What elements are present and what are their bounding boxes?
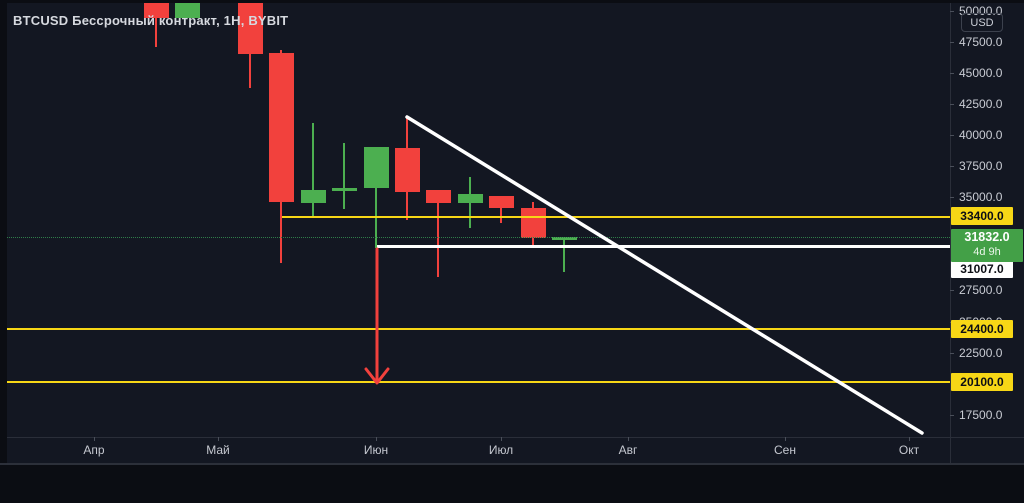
candle-bull xyxy=(301,190,326,203)
time-tick-mark xyxy=(909,437,910,441)
candle-bull xyxy=(175,3,200,18)
candle-wick xyxy=(312,123,314,218)
candle-bear xyxy=(521,208,546,238)
chart-bottom-edge xyxy=(0,463,1024,465)
price-tick-mark xyxy=(950,135,954,137)
candle-bear xyxy=(426,190,451,203)
price-tick-label: 22500.0 xyxy=(959,345,1003,360)
price-tick-mark xyxy=(950,166,954,168)
current-price-value: 31832.0 xyxy=(964,229,1010,244)
price-axis-border xyxy=(950,3,951,463)
price-tick-label: 42500.0 xyxy=(959,97,1003,112)
candle-bull xyxy=(364,147,389,188)
price-level-line[interactable] xyxy=(282,216,950,219)
candle-bear xyxy=(269,52,294,202)
time-tick-label: Май xyxy=(206,443,230,457)
price-axis[interactable]: 50000.0 47500.0 45000.0 42500.0 40000.0 37500… xyxy=(950,3,1024,437)
chart-panel xyxy=(7,3,1024,463)
price-tick-label: 37500.0 xyxy=(959,159,1003,174)
current-price-label: 31832.0 4d 9h xyxy=(951,228,1023,262)
time-axis[interactable]: Апр Май Июн Июл Авг Сен Окт xyxy=(7,437,1024,463)
candle-wick xyxy=(563,236,565,272)
time-tick-mark xyxy=(501,437,502,441)
price-level-label: 31007.0 xyxy=(951,259,1013,278)
candle-bear xyxy=(144,3,169,18)
candle-wick xyxy=(155,3,157,48)
candle-wick xyxy=(500,195,502,223)
time-tick-mark xyxy=(94,437,95,441)
price-tick-mark xyxy=(950,352,954,354)
price-tick-label: 17500.0 xyxy=(959,407,1003,422)
time-tick-label: Авг xyxy=(618,443,638,457)
currency-unit-button[interactable]: USD xyxy=(961,13,1003,32)
price-tick-mark xyxy=(950,104,954,106)
candle-bear xyxy=(395,148,420,192)
price-tick-label: 45000.0 xyxy=(959,66,1003,81)
price-tick-label: 27500.0 xyxy=(959,283,1003,298)
price-level-line[interactable] xyxy=(7,381,950,384)
time-tick-mark xyxy=(628,437,629,441)
bar-countdown: 4d 9h xyxy=(973,245,1001,258)
candle-bear xyxy=(489,195,514,208)
price-tick-label: 40000.0 xyxy=(959,128,1003,143)
time-tick-label: Сен xyxy=(774,443,796,457)
candle-wick xyxy=(375,147,377,248)
time-tick-mark xyxy=(785,437,786,441)
time-axis-border xyxy=(7,437,1024,438)
trendline[interactable] xyxy=(405,115,924,435)
price-level-label: 20100.0 xyxy=(951,373,1013,392)
arrow-head xyxy=(364,367,390,385)
price-tick-mark xyxy=(950,197,954,199)
candle-bull xyxy=(458,193,483,203)
candle-bull xyxy=(332,188,357,191)
time-tick-label: Апр xyxy=(83,443,105,457)
candle-wick xyxy=(343,143,345,209)
time-tick-label: Июл xyxy=(488,443,514,457)
candle-bear xyxy=(238,3,263,54)
symbol-title[interactable]: BTCUSD Бессрочный контракт, 1H, BYBIT xyxy=(13,13,289,28)
time-tick-mark xyxy=(376,437,377,441)
price-tick-label: 35000.0 xyxy=(959,190,1003,205)
price-tick-mark xyxy=(950,11,954,12)
time-tick-label: Июн xyxy=(363,443,389,457)
price-tick-mark xyxy=(950,73,954,75)
price-tick-mark xyxy=(950,290,954,292)
annotations-layer xyxy=(364,115,924,435)
time-tick-label: Окт xyxy=(898,443,920,457)
current-price-line xyxy=(7,236,950,238)
candle-wick xyxy=(437,190,439,277)
price-tick-label: 50000.0 xyxy=(959,4,1003,18)
price-tick-label: 47500.0 xyxy=(959,35,1003,50)
price-tick-mark xyxy=(950,414,954,416)
price-level-label: 24400.0 xyxy=(951,320,1013,338)
candle-bull xyxy=(552,236,577,240)
price-level-line[interactable] xyxy=(7,328,950,330)
footer: TradingView xyxy=(0,465,1024,503)
time-tick-mark xyxy=(218,437,219,441)
chart-canvas[interactable] xyxy=(7,3,950,437)
price-tick-mark xyxy=(950,42,954,44)
price-level-label: 33400.0 xyxy=(951,207,1013,226)
price-level-line[interactable] xyxy=(377,245,950,249)
